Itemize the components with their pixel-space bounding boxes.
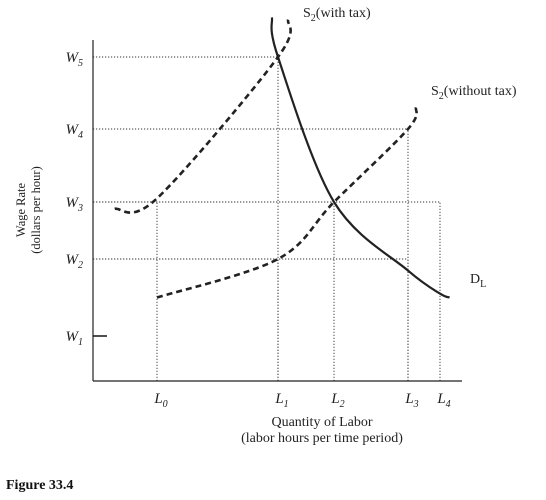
supply-with-tax-curve <box>114 19 292 214</box>
supply-with-tax-label: S2(with tax) <box>303 6 371 24</box>
y-tick-label-w2: W2 <box>66 252 84 271</box>
x-tick-label-l3: L3 <box>404 391 418 410</box>
guide-lines <box>93 56 441 381</box>
curve-labels: S2(with tax) S2(without tax) DL <box>303 6 517 290</box>
y-tick-label-w5: W5 <box>66 50 84 69</box>
x-tick-label-l0: L0 <box>153 391 167 410</box>
x-tick-label-l4: L4 <box>436 391 450 410</box>
y-tick-label-w3: W3 <box>66 195 84 214</box>
figure-caption: Figure 33.4 <box>6 478 73 493</box>
x-axis-title: Quantity of Labor <box>271 415 372 430</box>
tick-labels: W1 W2 W3 W4 W5 L0 L1 L2 L3 L4 <box>66 50 451 410</box>
labor-demand-curve <box>270 17 450 299</box>
y-tick-label-w4: W4 <box>66 122 84 141</box>
axes <box>92 40 462 382</box>
y-tick-label-w1: W1 <box>66 329 84 348</box>
supply-without-tax-label: S2(without tax) <box>431 84 517 102</box>
x-axis-title-units: (labor hours per time period) <box>241 431 403 446</box>
supply-without-tax-curve <box>156 106 418 299</box>
y-axis-title: Wage Rate <box>14 182 28 237</box>
demand-label: DL <box>470 272 486 290</box>
y-axis-title-units: (dollars per hour) <box>29 166 43 253</box>
x-tick-label-l2: L2 <box>330 391 344 410</box>
curves <box>114 17 450 299</box>
x-tick-label-l1: L1 <box>274 391 288 410</box>
